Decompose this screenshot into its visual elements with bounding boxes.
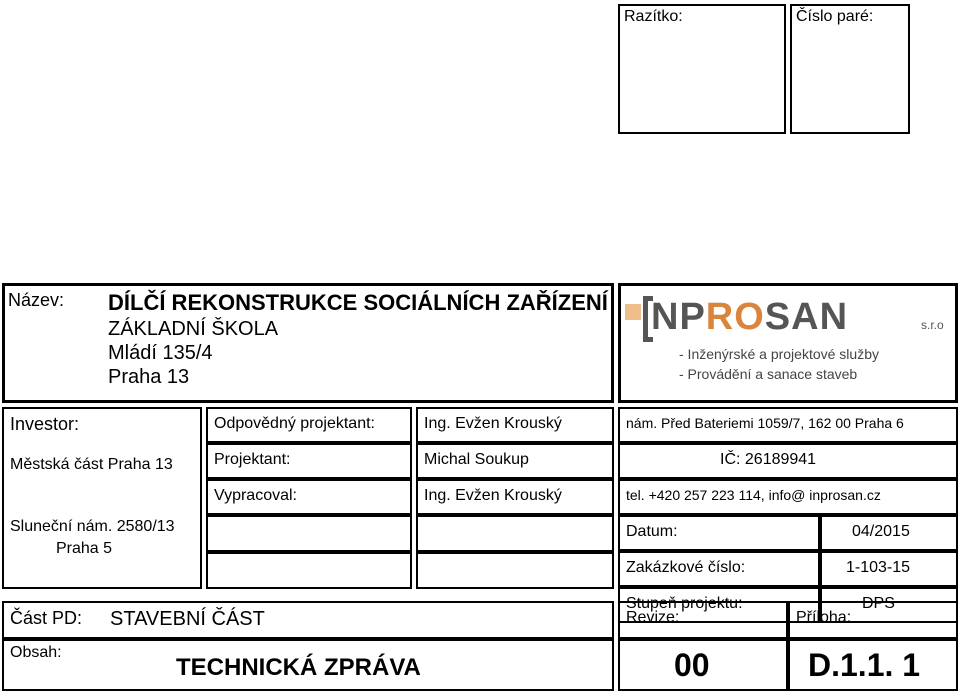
- center-r1-value-cell: Ing. Evžen Krouský: [416, 407, 614, 443]
- cislo-pare-label: Číslo paré:: [796, 8, 873, 26]
- investor-line-3: Praha 5: [56, 540, 112, 558]
- priloha-label-cell: Příloha:: [788, 601, 958, 639]
- center-r3-label: Vypracoval:: [214, 487, 297, 505]
- center-r2-value: Michal Soukup: [424, 451, 529, 469]
- investor-line-1: Městská část Praha 13: [10, 456, 173, 474]
- center-r2-label: Projektant:: [214, 451, 290, 469]
- obsah-title: TECHNICKÁ ZPRÁVA: [176, 654, 421, 682]
- title-line-2: ZÁKLADNÍ ŠKOLA: [108, 318, 278, 341]
- right-tel-cell: tel. +420 257 223 114, info@ inprosan.cz: [618, 479, 958, 515]
- investor-line-2: Sluneční nám. 2580/13: [10, 518, 175, 536]
- right-addr-cell: nám. Před Bateriemi 1059/7, 162 00 Praha…: [618, 407, 958, 443]
- right-addr: nám. Před Bateriemi 1059/7, 162 00 Praha…: [626, 415, 904, 431]
- right-zak-label: Zakázkové číslo:: [626, 559, 745, 577]
- title-line-4: Praha 13: [108, 366, 189, 389]
- center-r5-value-cell: [416, 552, 614, 589]
- revize-label-cell: Revize:: [618, 601, 788, 639]
- investor-label: Investor:: [10, 414, 79, 435]
- obsah-label: Obsah:: [10, 644, 62, 662]
- logo-sro: s.r.o: [921, 318, 944, 332]
- right-zak-label-cell: Zakázkové číslo:: [618, 551, 820, 587]
- logo-subline-2: - Provádění a sanace staveb: [679, 366, 857, 382]
- revize-value: 00: [674, 647, 710, 684]
- center-r2-value-cell: Michal Soukup: [416, 443, 614, 479]
- logo-bracket-icon: [643, 296, 648, 342]
- revize-label: Revize:: [626, 609, 679, 627]
- priloha-value-cell: D.1.1. 1: [788, 639, 958, 691]
- center-r4-label-cell: [206, 515, 412, 552]
- right-zak-value-cell: 1-103-15: [820, 551, 958, 587]
- center-r1-label-cell: Odpovědný projektant:: [206, 407, 412, 443]
- right-datum-value: 04/2015: [852, 523, 910, 541]
- center-r5-label-cell: [206, 552, 412, 589]
- logo-text-ro: RO: [706, 296, 765, 338]
- center-r3-value-cell: Ing. Evžen Krouský: [416, 479, 614, 515]
- logo-box: NPROSAN s.r.o - Inženýrské a projektové …: [618, 283, 958, 403]
- nazev-label: Název:: [8, 290, 64, 311]
- logo-text-san: SAN: [765, 296, 848, 338]
- title-line-1: DÍLČÍ REKONSTRUKCE SOCIÁLNÍCH ZAŘÍZENÍ: [108, 290, 608, 316]
- right-datum-label-cell: Datum:: [618, 515, 820, 551]
- center-r4-value-cell: [416, 515, 614, 552]
- priloha-label: Příloha:: [796, 609, 851, 627]
- center-r1-label: Odpovědný projektant:: [214, 415, 375, 433]
- center-r3-label-cell: Vypracoval:: [206, 479, 412, 515]
- priloha-value: D.1.1. 1: [808, 647, 920, 684]
- logo-square-icon: [625, 304, 641, 320]
- castpd-value: STAVEBNÍ ČÁST: [110, 608, 265, 631]
- right-datum-label: Datum:: [626, 523, 678, 541]
- razitko-label: Razítko:: [624, 8, 683, 26]
- title-line-3: Mládí 135/4: [108, 342, 213, 365]
- right-ico-cell: IČ: 26189941: [618, 443, 958, 479]
- castpd-label: Část PD:: [10, 608, 82, 629]
- logo-brand: NPROSAN: [651, 296, 848, 339]
- right-zak-value: 1-103-15: [846, 559, 910, 577]
- right-ico: IČ: 26189941: [720, 451, 816, 469]
- center-r1-value: Ing. Evžen Krouský: [424, 415, 562, 433]
- right-datum-value-cell: 04/2015: [820, 515, 958, 551]
- revize-value-cell: 00: [618, 639, 788, 691]
- right-tel: tel. +420 257 223 114, info@ inprosan.cz: [626, 487, 881, 503]
- logo-subline-1: - Inženýrské a projektové služby: [679, 346, 879, 362]
- castpd-box: [2, 601, 614, 639]
- logo-text-np: NP: [651, 296, 706, 338]
- center-r2-label-cell: Projektant:: [206, 443, 412, 479]
- center-r3-value: Ing. Evžen Krouský: [424, 487, 562, 505]
